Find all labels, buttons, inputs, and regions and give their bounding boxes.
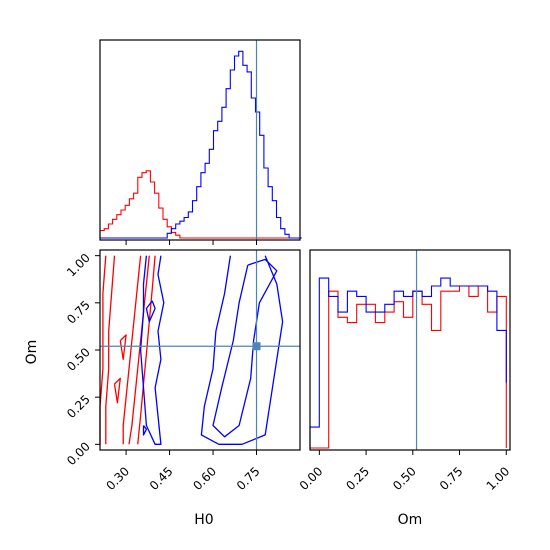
contour-x-tick-label-1: 0.45: [147, 464, 176, 493]
contour-x-tick-label-2: 0.60: [190, 464, 219, 493]
contour-line-series-0-3: [105, 255, 116, 445]
contour-y-tick-label-0: 0.00: [64, 439, 93, 468]
contour-line-series-0-1: [128, 255, 150, 445]
histogram-series-1: [309, 277, 507, 448]
hist-H0-ticks: [125, 240, 258, 245]
hist-Om-tick-label-2: 0.50: [390, 464, 419, 493]
panel-hist-Om: 0.00 0.25 0.50 0.75 1.00 Om: [297, 249, 513, 528]
truth-point: [252, 342, 261, 351]
hist-Om-ticks: 0.00 0.25 0.50 0.75 1.00: [297, 450, 513, 493]
hist-Om-tick-label-1: 0.25: [343, 464, 372, 493]
contour-line-series-1-3: [200, 255, 284, 445]
contour-frame: [99, 249, 301, 451]
contour-line-series-0-5: [119, 334, 127, 361]
hist-Om-tick-label-0: 0.00: [297, 464, 326, 493]
histogram-series-1: [100, 50, 302, 239]
y-axis-label-Om: Om: [24, 340, 40, 365]
hist-Om-tick-label-3: 0.75: [437, 464, 466, 493]
contour-line-series-0-2: [137, 255, 156, 445]
hist-Om-frame: [309, 249, 511, 451]
hist-Om-tick-label-4: 1.00: [484, 464, 513, 493]
contour-line-series-0-6: [113, 377, 121, 404]
contour-y-tick-label-2: 0.50: [64, 345, 93, 374]
contour-y-tick-label-4: 1.00: [64, 251, 93, 280]
contour-line-series-0-4: [99, 255, 107, 445]
hist-H0-series: [99, 50, 302, 239]
contour-line-series-1-2: [212, 258, 278, 438]
contour-series: [99, 255, 284, 445]
contour-x-tick-label-3: 0.75: [234, 464, 263, 493]
x-axis-label-H0: H0: [194, 512, 213, 528]
histogram-series-0: [310, 285, 507, 449]
hist-H0-frame: [99, 39, 301, 241]
hist-Om-series: [309, 277, 507, 449]
contour-line-series-1-1: [145, 300, 156, 323]
panel-contour-H0-Om: 0.30 0.45 0.60 0.750.000.250.500.751.00 H0 …: [24, 249, 301, 528]
contour-x-tick-label-0: 0.30: [103, 464, 132, 493]
x-axis-label-Om: Om: [398, 512, 423, 528]
contour-y-tick-label-3: 0.75: [64, 298, 93, 327]
histogram-series-0: [99, 170, 302, 239]
panel-hist-H0: [99, 39, 302, 245]
contour-y-tick-label-1: 0.25: [64, 392, 93, 421]
contour-line-series-1-0: [139, 255, 165, 445]
contour-line-series-1-4: [142, 425, 148, 436]
contour-ticks: 0.30 0.45 0.60 0.75 0.00 0.25 0.50 0.75 1.00: [64, 251, 262, 493]
contour-line-series-0-0: [122, 255, 142, 445]
